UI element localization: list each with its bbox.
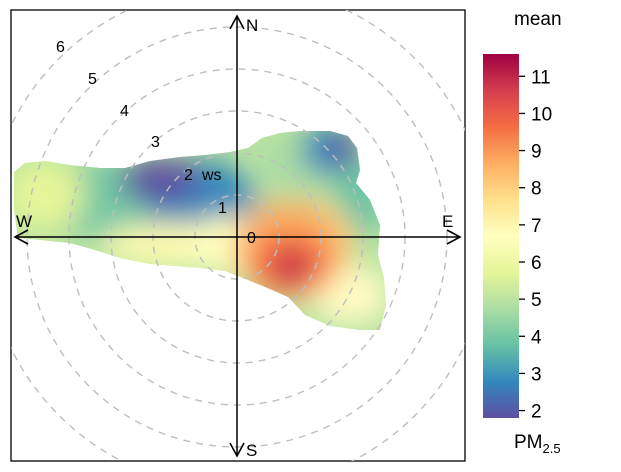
colorbar-ticks: 2 3 4 5 6 7 8 9 10 11 bbox=[519, 67, 552, 423]
radial-tick-1: 1 bbox=[218, 200, 227, 217]
legend-subtitle-sub: 2.5 bbox=[543, 441, 561, 456]
color-legend: mean 2 3 4 5 6 7 8 9 10 11 PM2.5 bbox=[483, 9, 562, 456]
legend-subtitle: PM2.5 bbox=[514, 432, 561, 456]
label-west: W bbox=[16, 212, 32, 231]
colorbar-tick-label: 11 bbox=[531, 67, 551, 88]
radial-tick-3: 3 bbox=[151, 134, 160, 151]
radial-tick-5: 5 bbox=[88, 71, 97, 88]
colorbar-tick-label: 8 bbox=[531, 179, 542, 200]
colorbar-tick-label: 7 bbox=[531, 216, 542, 237]
colorbar-tick-label: 4 bbox=[531, 327, 542, 348]
label-south: S bbox=[246, 441, 257, 460]
legend-title: mean bbox=[514, 9, 562, 30]
radial-tick-2: 2 bbox=[184, 167, 193, 184]
colorbar-tick-label: 9 bbox=[531, 142, 542, 163]
colorbar-tick-label: 2 bbox=[531, 402, 542, 423]
legend-subtitle-base: PM bbox=[514, 432, 543, 453]
direction-labels: N E S W bbox=[16, 16, 453, 460]
radial-tick-0: 0 bbox=[247, 230, 256, 247]
colorbar-tick-label: 10 bbox=[531, 104, 552, 125]
plot-panel: N E S W 0 1 2 ws 3 4 5 6 bbox=[10, 9, 466, 462]
colorbar-tick-label: 6 bbox=[531, 253, 542, 274]
compass-axes bbox=[13, 14, 462, 458]
radial-unit-label: ws bbox=[201, 167, 222, 184]
colorbar-tick-label: 3 bbox=[531, 364, 542, 385]
colorbar-tick-label: 5 bbox=[531, 290, 542, 311]
radial-tick-4: 4 bbox=[120, 103, 129, 120]
radial-tick-6: 6 bbox=[56, 39, 65, 56]
radial-tick-labels: 0 1 2 ws 3 4 5 6 bbox=[56, 39, 256, 247]
label-north: N bbox=[246, 16, 258, 35]
colorbar bbox=[483, 54, 519, 418]
label-east: E bbox=[442, 212, 453, 231]
